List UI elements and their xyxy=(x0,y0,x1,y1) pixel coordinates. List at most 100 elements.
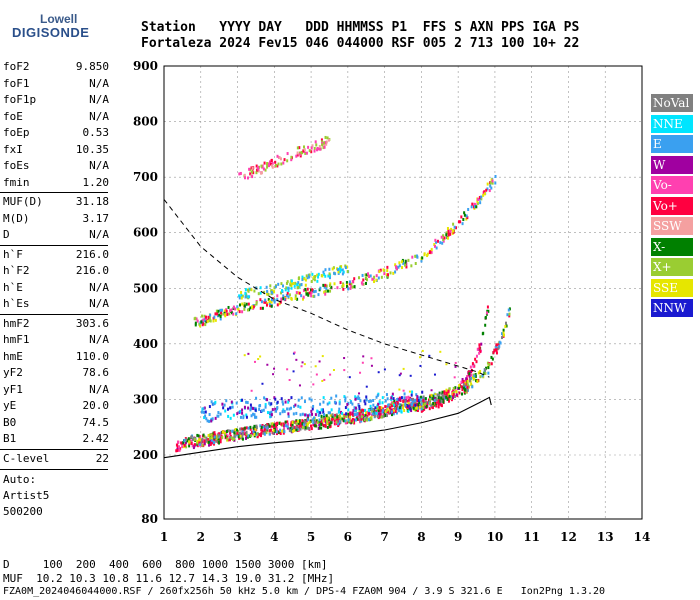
echo-point xyxy=(411,400,414,404)
echo-point xyxy=(430,403,433,407)
echo-point xyxy=(266,292,269,296)
echo-point xyxy=(353,285,356,289)
param-value: N/A xyxy=(89,76,109,90)
echo-point xyxy=(304,283,307,287)
echo-point xyxy=(342,414,345,418)
echo-point xyxy=(317,413,320,417)
echo-point xyxy=(302,297,305,301)
echo-point xyxy=(185,438,188,442)
echo-point xyxy=(311,144,314,148)
echo-point xyxy=(257,167,260,171)
echo-point xyxy=(320,138,323,142)
echo-point xyxy=(249,403,252,407)
echo-point xyxy=(246,308,249,312)
param-value: 3.17 xyxy=(82,211,110,225)
echo-point xyxy=(198,442,201,446)
echo-point xyxy=(247,289,250,293)
echo-point xyxy=(426,402,429,406)
echo-point xyxy=(282,402,285,406)
echo-point xyxy=(466,382,469,386)
echo-point xyxy=(317,272,320,276)
echo-point xyxy=(184,441,187,445)
echo-point xyxy=(484,323,487,327)
echo-point xyxy=(345,415,348,419)
echo-point xyxy=(443,391,446,395)
echo-point xyxy=(213,433,216,437)
echo-point xyxy=(324,135,327,139)
echo-point xyxy=(331,414,334,418)
echo-point xyxy=(390,410,393,414)
echo-point xyxy=(313,416,316,420)
echo-point xyxy=(286,407,289,411)
echo-point xyxy=(288,407,291,411)
echo-point xyxy=(293,351,296,354)
param-value: 78.6 xyxy=(82,366,110,379)
echo-point xyxy=(206,419,209,423)
echo-point xyxy=(225,432,228,436)
echo-point xyxy=(210,441,213,445)
echo-point xyxy=(487,371,490,375)
echo-point xyxy=(286,280,289,284)
echo-point xyxy=(314,365,317,368)
echo-point xyxy=(249,306,252,310)
echo-point xyxy=(457,386,460,390)
echo-point xyxy=(252,171,255,175)
echo-point xyxy=(487,366,490,370)
digisonde-logo: DIGISONDE xyxy=(12,25,90,40)
echo-point xyxy=(404,401,407,405)
echo-point xyxy=(283,409,286,413)
echo-point xyxy=(416,399,419,403)
echo-point xyxy=(196,433,199,437)
echo-point xyxy=(241,434,244,438)
legend-item-e: E xyxy=(651,135,693,153)
echo-point xyxy=(261,306,264,310)
echo-point xyxy=(257,292,260,296)
echo-point xyxy=(348,282,351,286)
echo-point xyxy=(267,298,270,302)
echo-point xyxy=(450,398,453,402)
echo-point xyxy=(360,417,363,421)
echo-point xyxy=(364,408,367,412)
echo-point xyxy=(301,421,304,425)
echo-point xyxy=(266,289,269,293)
echo-point xyxy=(241,432,244,436)
echo-point xyxy=(362,408,365,412)
echo-point xyxy=(326,422,329,426)
echo-point xyxy=(227,305,230,309)
echo-point xyxy=(197,443,200,447)
echo-point xyxy=(314,424,317,428)
echo-point xyxy=(462,379,465,383)
echo-point xyxy=(448,394,451,398)
echo-point xyxy=(306,418,309,422)
echo-point xyxy=(260,434,263,438)
echo-point xyxy=(417,396,420,400)
echo-point xyxy=(386,407,389,411)
echo-point xyxy=(295,291,298,295)
echo-point xyxy=(290,296,293,300)
echo-point xyxy=(461,388,464,392)
echo-point xyxy=(338,413,341,417)
echo-point xyxy=(208,316,211,320)
echo-point xyxy=(187,437,190,441)
echo-point xyxy=(247,434,250,438)
echo-point xyxy=(394,265,397,269)
echo-point xyxy=(412,406,415,410)
echo-point xyxy=(260,431,263,435)
echo-point xyxy=(190,441,193,445)
echo-point xyxy=(202,322,205,326)
echo-point xyxy=(424,397,427,401)
echo-point xyxy=(314,289,317,293)
echo-point xyxy=(420,409,423,413)
echo-point xyxy=(312,404,315,408)
echo-point xyxy=(443,236,446,240)
echo-point xyxy=(394,409,397,413)
echo-point xyxy=(491,179,494,183)
echo-point xyxy=(418,405,421,409)
echo-point xyxy=(330,421,333,425)
echo-point xyxy=(263,396,266,400)
echo-point xyxy=(321,408,324,412)
echo-point xyxy=(370,364,373,367)
echo-point xyxy=(382,412,385,416)
echo-point xyxy=(226,434,229,438)
echo-point xyxy=(295,428,298,432)
